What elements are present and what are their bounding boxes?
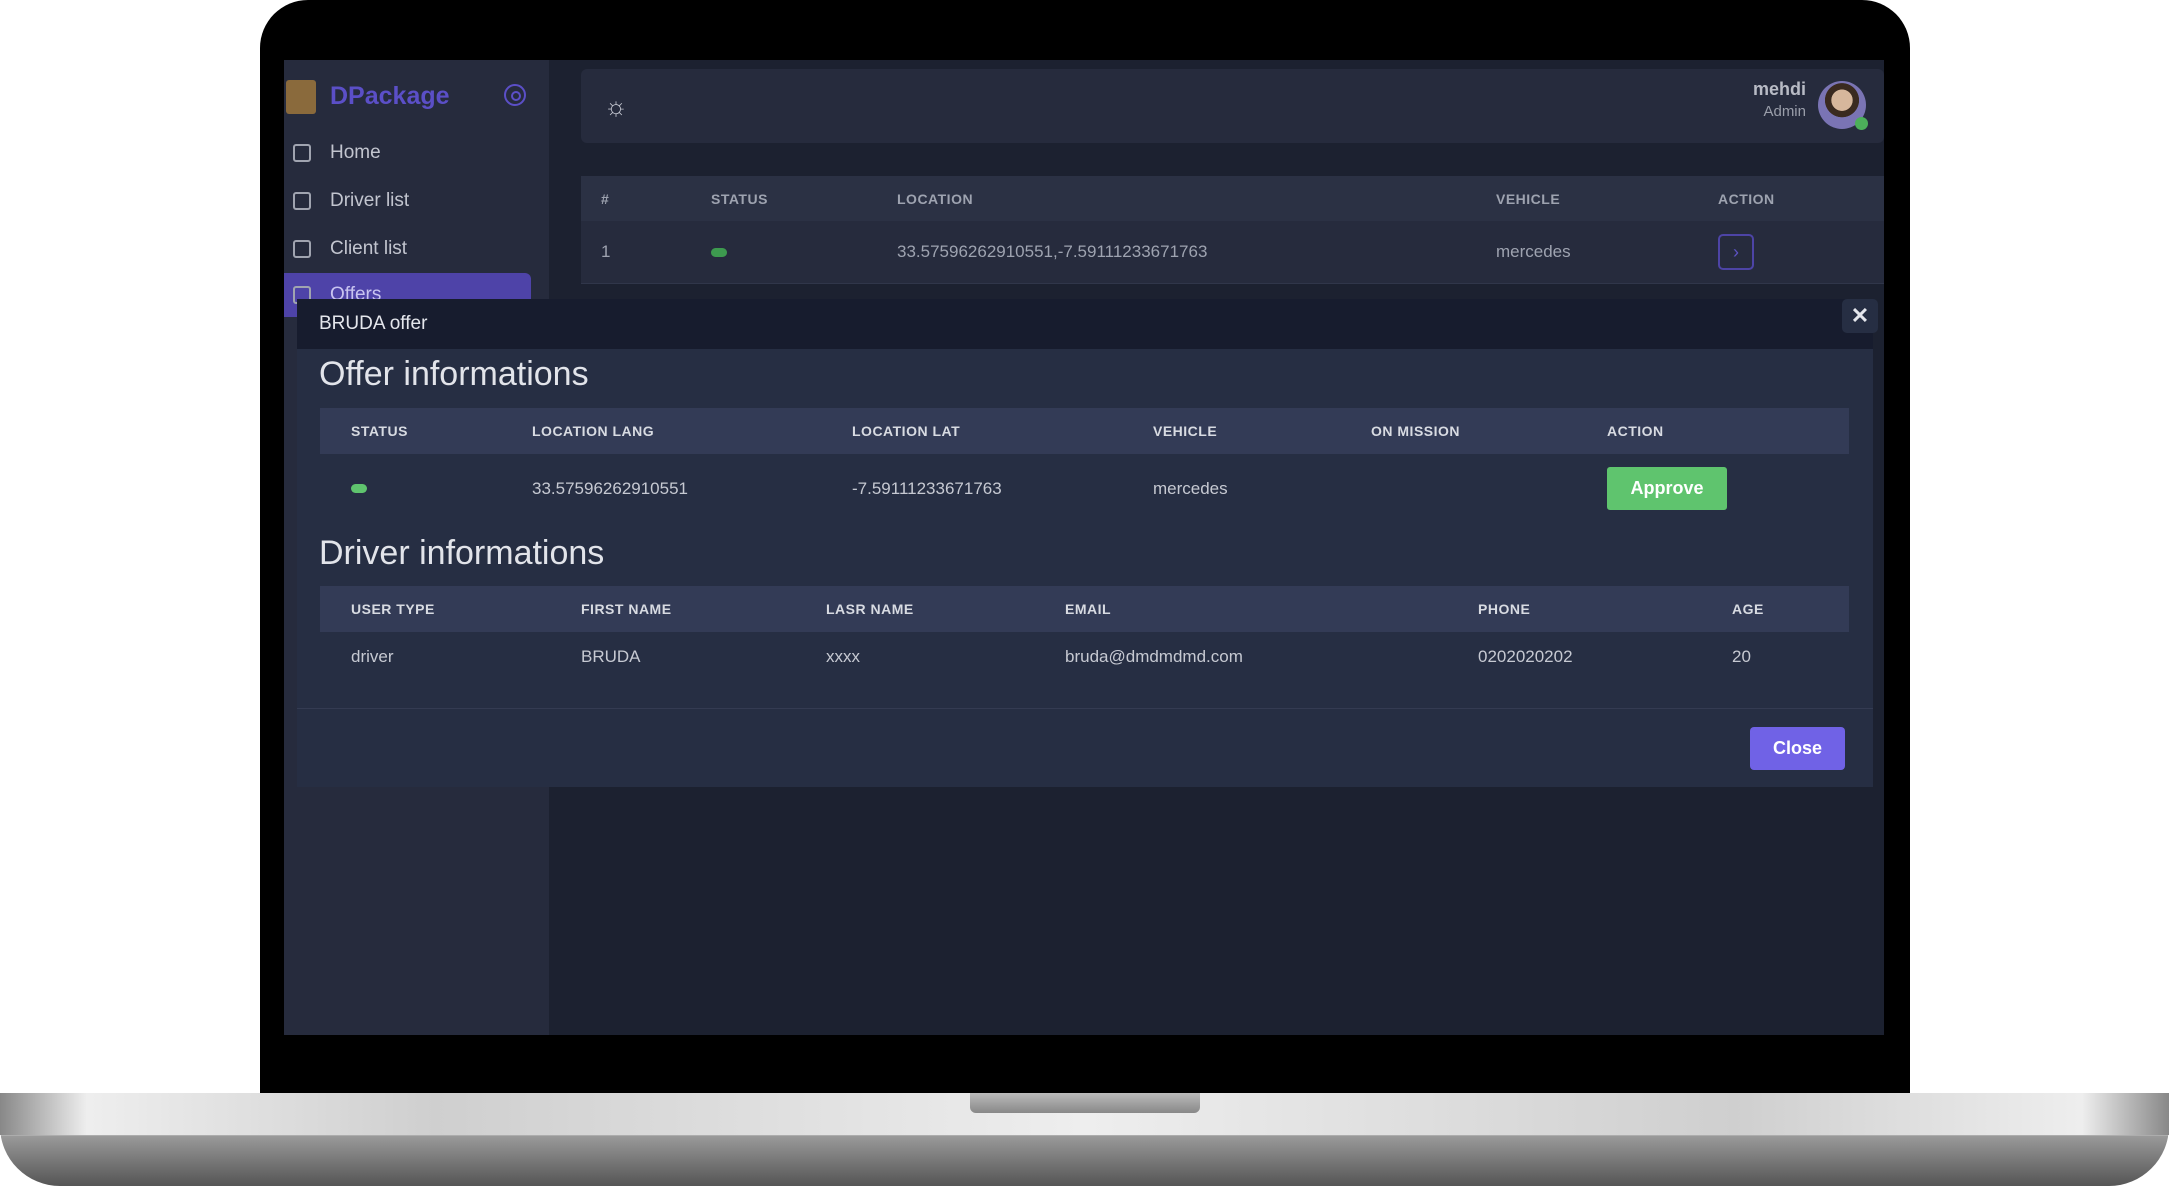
status-indicator	[711, 221, 727, 283]
column-header: PHONE	[1478, 601, 1531, 617]
offer-table: STATUS LOCATION LANG LOCATION LAT VEHICL…	[320, 408, 1849, 523]
column-header: LOCATION LANG	[532, 423, 655, 439]
modal-footer-divider	[297, 708, 1873, 709]
sidebar-item-home[interactable]: Home	[284, 131, 531, 175]
column-header: STATUS	[351, 423, 408, 439]
sidebar-item-label: Client list	[330, 238, 408, 259]
column-header: ON MISSION	[1371, 423, 1461, 439]
brand-name[interactable]: DPackage	[330, 82, 450, 110]
column-header: FIRST NAME	[581, 601, 672, 617]
email-cell: bruda@dmdmdmd.com	[1065, 646, 1243, 666]
row-index: 1	[601, 242, 611, 261]
column-header: AGE	[1732, 601, 1764, 617]
home-icon	[293, 144, 311, 162]
sidebar-item-client-list[interactable]: Client list	[284, 227, 531, 271]
close-icon[interactable]: ✕	[1842, 299, 1878, 333]
sidebar-toggle-icon[interactable]	[504, 84, 526, 106]
online-status-icon	[1855, 117, 1868, 130]
box-icon	[293, 192, 311, 210]
sidebar-item-label: Driver list	[330, 190, 410, 211]
modal-title: BRUDA offer	[297, 299, 1873, 349]
sun-icon[interactable]: ☼	[604, 91, 628, 121]
table-header: # STATUS LOCATION VEHICLE ACTION	[581, 176, 1884, 221]
driver-section-heading: Driver informations	[319, 534, 605, 572]
first-name-cell: BRUDA	[581, 646, 641, 666]
user-type-cell: driver	[351, 646, 394, 666]
table-header: USER TYPE FIRST NAME LASR NAME EMAIL PHO…	[320, 586, 1849, 632]
user-role: Admin	[1763, 103, 1806, 120]
offers-table: # STATUS LOCATION VEHICLE ACTION 1 33.57…	[581, 176, 1884, 284]
package-logo-icon	[286, 80, 316, 114]
sidebar-item-driver-list[interactable]: Driver list	[284, 179, 531, 223]
laptop-notch	[970, 1093, 1200, 1113]
table-row: 33.57596262910551 -7.59111233671763 merc…	[320, 454, 1849, 523]
age-cell: 20	[1732, 646, 1751, 666]
top-header: ☼ mehdi Admin	[581, 69, 1884, 143]
column-header: LASR NAME	[826, 601, 914, 617]
location-lat-cell: -7.59111233671763	[852, 478, 1002, 498]
column-header: VEHICLE	[1153, 423, 1218, 439]
approve-button[interactable]: Approve	[1607, 467, 1727, 510]
column-header: LOCATION LAT	[852, 423, 961, 439]
vehicle-cell: mercedes	[1153, 478, 1228, 498]
location-cell: 33.57596262910551,-7.59111233671763	[897, 242, 1208, 261]
column-header: USER TYPE	[351, 601, 435, 617]
close-button[interactable]: Close	[1750, 727, 1845, 770]
sidebar-item-label: Home	[330, 142, 381, 163]
table-header: STATUS LOCATION LANG LOCATION LAT VEHICL…	[320, 408, 1849, 454]
column-header: STATUS	[711, 190, 768, 207]
last-name-cell: xxxx	[826, 646, 860, 666]
table-row: driver BRUDA xxxx bruda@dmdmdmd.com 0202…	[320, 632, 1849, 681]
vehicle-cell: mercedes	[1496, 242, 1571, 261]
phone-cell: 0202020202	[1478, 646, 1573, 666]
column-header: #	[601, 190, 610, 207]
location-lang-cell: 33.57596262910551	[532, 478, 688, 498]
status-indicator	[351, 454, 367, 523]
clipboard-icon	[293, 240, 311, 258]
offer-section-heading: Offer informations	[319, 355, 589, 393]
column-header: VEHICLE	[1496, 190, 1561, 207]
column-header: LOCATION	[897, 190, 974, 207]
offer-modal: BRUDA offer ✕ Offer informations STATUS …	[297, 299, 1878, 787]
column-header: EMAIL	[1065, 601, 1112, 617]
driver-table: USER TYPE FIRST NAME LASR NAME EMAIL PHO…	[320, 586, 1849, 681]
chevron-right-icon: ›	[1718, 234, 1754, 270]
user-name: mehdi	[1752, 79, 1806, 99]
action-cell: Approve	[1607, 454, 1727, 523]
column-header: ACTION	[1607, 423, 1664, 439]
column-header: ACTION	[1718, 190, 1775, 207]
view-offer-button[interactable]: ›	[1718, 221, 1754, 283]
table-row: 1 33.57596262910551,-7.59111233671763 me…	[581, 221, 1884, 284]
